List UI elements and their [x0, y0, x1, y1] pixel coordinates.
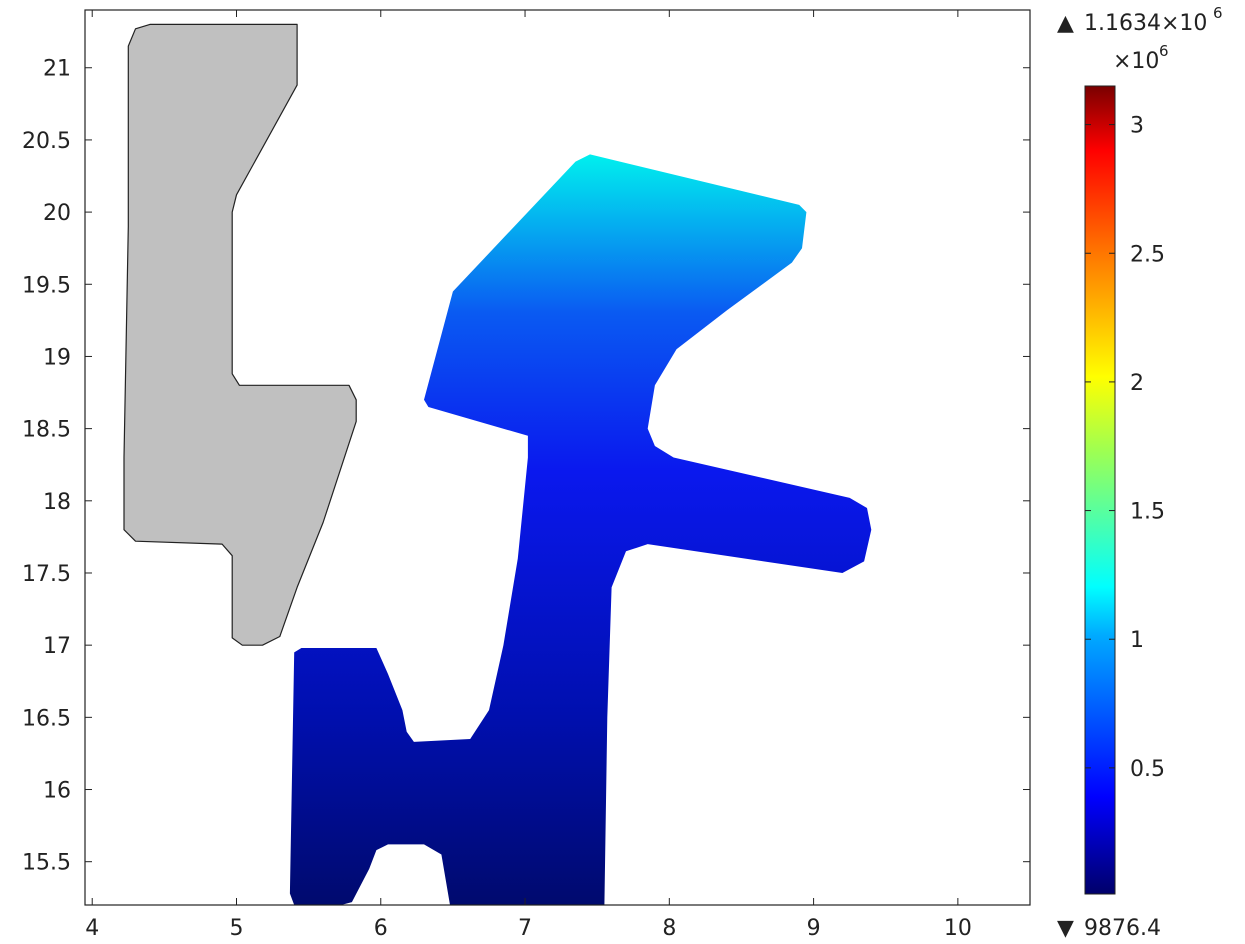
y-tick-label: 19.5: [22, 273, 71, 298]
solution-domain: [289, 154, 872, 905]
colorbar-tick-label: 1: [1130, 628, 1144, 653]
colorbar-max-marker: ▲: [1057, 11, 1074, 36]
x-tick-label: 5: [229, 916, 243, 941]
plot-area-frame: [84, 9, 1031, 906]
colorbar-scale-label: ×10: [1113, 49, 1159, 74]
x-tick-label: 9: [807, 916, 821, 941]
colorbar-tick-label: 3: [1130, 114, 1144, 139]
inactive-domain: [123, 23, 357, 646]
y-tick-label: 18.5: [22, 418, 71, 443]
x-tick-label: 10: [944, 916, 972, 941]
colorbar-tick-label: 1.5: [1130, 500, 1165, 525]
colorbar-min-marker: ▼: [1057, 916, 1074, 941]
colorbar-max-label: 1.1634×10: [1084, 11, 1207, 36]
colorbar-tick-label: 0.5: [1130, 757, 1165, 782]
y-tick-label: 16: [43, 779, 71, 804]
colorbar-tick-label: 2: [1130, 371, 1144, 396]
y-tick-labels: 15.5 16 16.5 17 17.5 18 18.5 19 19.5 20 20.5 21: [22, 57, 71, 876]
y-tick-label: 19: [43, 345, 71, 370]
x-tick-label: 6: [374, 916, 388, 941]
y-tick-label: 20.5: [22, 129, 71, 154]
y-tick-label: 15.5: [22, 851, 71, 876]
colorbar-max-exponent: 6: [1213, 4, 1223, 22]
regions-layer: [123, 23, 872, 905]
colorbar-min-label: 9876.4: [1084, 916, 1161, 941]
colorbar-tick-label: 2.5: [1130, 242, 1165, 267]
axis-ticks: [85, 10, 1030, 905]
y-tick-label: 18: [43, 490, 71, 515]
colorbar-scale-exponent: 6: [1159, 42, 1169, 60]
colorbar-bar: [1084, 85, 1116, 895]
x-tick-label: 7: [518, 916, 532, 941]
y-tick-label: 17: [43, 634, 71, 659]
x-tick-labels: 4 5 6 7 8 9 10: [85, 916, 972, 941]
y-tick-label: 21: [43, 57, 71, 82]
y-tick-label: 20: [43, 201, 71, 226]
y-tick-label: 17.5: [22, 562, 71, 587]
colorbar-ticks: 0.5 1 1.5 2 2.5 3: [1085, 114, 1165, 782]
x-tick-label: 8: [662, 916, 676, 941]
y-tick-label: 16.5: [22, 706, 71, 731]
colorbar: ▲ 1.1634×10 6 ×10 6 0.5 1 1.5 2 2.5 3 ▼ 9876.…: [1057, 4, 1223, 941]
x-tick-label: 4: [85, 916, 99, 941]
